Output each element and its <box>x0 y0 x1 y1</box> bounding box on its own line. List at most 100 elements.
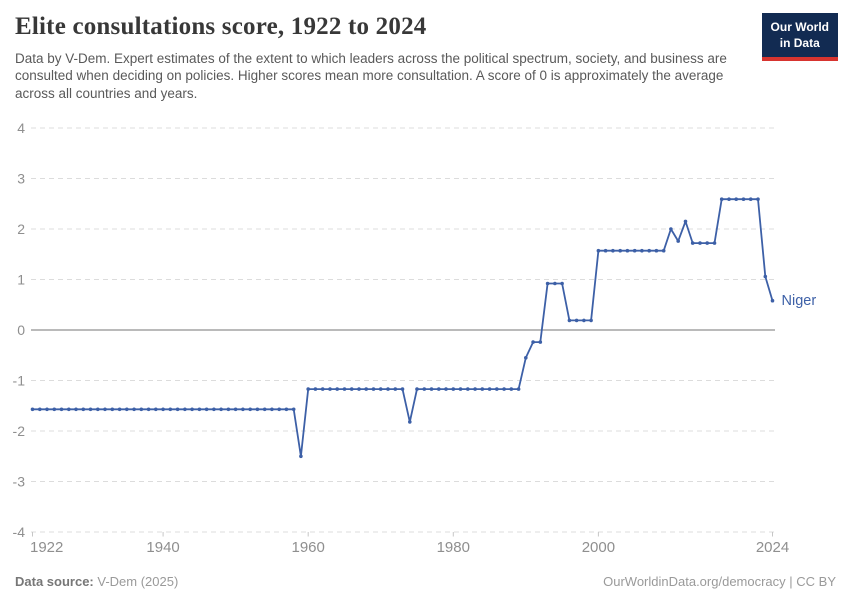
data-point[interactable] <box>146 407 151 412</box>
data-point[interactable] <box>270 407 274 412</box>
data-point[interactable] <box>415 387 419 391</box>
data-point[interactable] <box>408 420 412 424</box>
data-point[interactable] <box>364 387 369 391</box>
data-point[interactable] <box>451 387 456 391</box>
data-point[interactable] <box>422 387 427 391</box>
data-point[interactable] <box>531 340 535 344</box>
data-point[interactable] <box>183 407 187 412</box>
data-point[interactable] <box>705 241 709 245</box>
data-point[interactable] <box>458 387 463 391</box>
data-point[interactable] <box>647 248 651 253</box>
data-point[interactable] <box>204 407 209 412</box>
data-point[interactable] <box>582 318 586 323</box>
data-point[interactable] <box>67 407 71 412</box>
data-point[interactable] <box>618 248 622 253</box>
data-point[interactable] <box>437 387 441 391</box>
data-point[interactable] <box>538 340 543 344</box>
data-point[interactable] <box>690 241 695 245</box>
data-point[interactable] <box>719 197 724 201</box>
data-point[interactable] <box>212 407 216 412</box>
data-point[interactable] <box>154 407 158 412</box>
data-point[interactable] <box>480 387 485 391</box>
data-point[interactable] <box>640 248 644 253</box>
data-point[interactable] <box>30 407 35 412</box>
data-point[interactable] <box>320 387 325 391</box>
data-point[interactable] <box>349 387 354 391</box>
data-point[interactable] <box>342 387 347 391</box>
data-point[interactable] <box>596 248 601 253</box>
data-point[interactable] <box>241 407 245 412</box>
data-point[interactable] <box>277 407 282 412</box>
data-point[interactable] <box>110 407 115 412</box>
data-point[interactable] <box>386 387 390 391</box>
data-point[interactable] <box>560 281 564 286</box>
data-point[interactable] <box>291 407 296 412</box>
data-point[interactable] <box>683 219 688 224</box>
data-point[interactable] <box>727 197 731 201</box>
data-point[interactable] <box>669 227 673 231</box>
data-point[interactable] <box>429 387 434 391</box>
data-point[interactable] <box>306 387 311 391</box>
data-point[interactable] <box>516 387 521 391</box>
data-point[interactable] <box>748 197 753 201</box>
data-point[interactable] <box>473 387 477 391</box>
data-point[interactable] <box>770 298 775 303</box>
data-point[interactable] <box>88 407 93 412</box>
data-point[interactable] <box>161 407 165 412</box>
data-point[interactable] <box>219 407 223 412</box>
data-point[interactable] <box>335 387 340 391</box>
data-point[interactable] <box>125 407 129 412</box>
data-point[interactable] <box>545 281 550 286</box>
data-point[interactable] <box>589 318 593 323</box>
data-point[interactable] <box>524 356 528 360</box>
data-point[interactable] <box>625 248 630 253</box>
data-point[interactable] <box>45 407 49 412</box>
data-point[interactable] <box>567 318 572 323</box>
data-point[interactable] <box>233 407 238 412</box>
data-point[interactable] <box>495 387 499 391</box>
data-point[interactable] <box>756 197 760 201</box>
data-line[interactable] <box>31 198 774 458</box>
data-point[interactable] <box>371 387 376 391</box>
data-point[interactable] <box>103 407 107 412</box>
data-point[interactable] <box>676 239 680 243</box>
data-point[interactable] <box>763 274 768 279</box>
data-point[interactable] <box>59 407 64 412</box>
data-point[interactable] <box>574 318 579 323</box>
data-point[interactable] <box>328 387 332 391</box>
data-point[interactable] <box>168 407 173 412</box>
data-point[interactable] <box>96 407 100 412</box>
data-point[interactable] <box>197 407 202 412</box>
data-point[interactable] <box>632 248 637 253</box>
data-point[interactable] <box>255 407 260 412</box>
data-point[interactable] <box>654 248 659 253</box>
data-point[interactable] <box>248 407 252 412</box>
data-point[interactable] <box>299 454 303 459</box>
data-point[interactable] <box>313 387 318 391</box>
data-point[interactable] <box>226 407 231 412</box>
data-point[interactable] <box>175 407 180 412</box>
data-point[interactable] <box>38 407 42 412</box>
data-point[interactable] <box>734 197 738 201</box>
data-point[interactable] <box>190 407 194 412</box>
data-point[interactable] <box>74 407 78 412</box>
data-point[interactable] <box>139 407 144 412</box>
data-point[interactable] <box>712 241 717 245</box>
data-point[interactable] <box>741 197 746 201</box>
data-point[interactable] <box>132 407 136 412</box>
data-point[interactable] <box>284 407 289 412</box>
data-point[interactable] <box>378 387 383 391</box>
data-point[interactable] <box>603 248 608 253</box>
data-point[interactable] <box>400 387 405 391</box>
data-point[interactable] <box>502 387 506 391</box>
data-point[interactable] <box>81 407 86 412</box>
data-point[interactable] <box>357 387 361 391</box>
data-point[interactable] <box>509 387 514 391</box>
data-point[interactable] <box>611 248 615 253</box>
data-point[interactable] <box>262 407 267 412</box>
data-point[interactable] <box>466 387 470 391</box>
data-point[interactable] <box>393 387 398 391</box>
data-point[interactable] <box>487 387 492 391</box>
data-point[interactable] <box>661 248 666 253</box>
